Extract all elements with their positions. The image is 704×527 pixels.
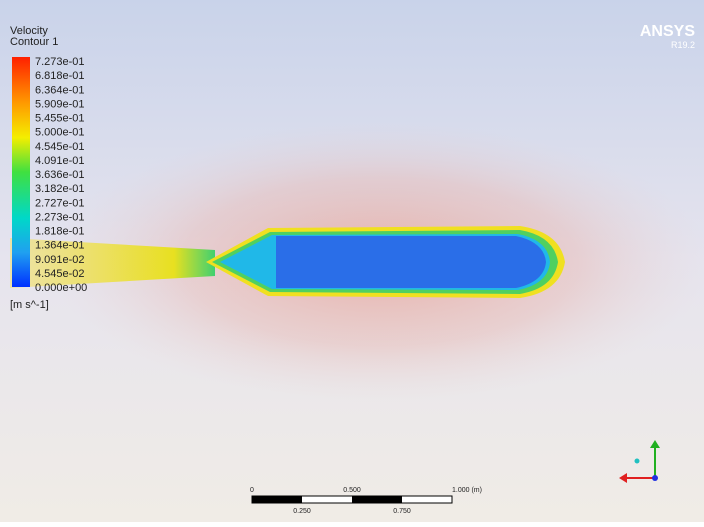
legend-labels: 7.273e-01 6.818e-01 6.364e-01 5.909e-01 5.45… xyxy=(35,56,87,294)
legend-label: 3.636e-01 xyxy=(35,169,85,181)
scale-label: 0 xyxy=(250,487,254,494)
logo-name: ANSYS xyxy=(640,23,695,40)
legend-label: 4.545e-02 xyxy=(35,268,85,280)
logo-version: R19.2 xyxy=(671,40,695,50)
color-bar xyxy=(12,57,30,287)
legend-label: 2.727e-01 xyxy=(35,197,85,209)
legend-label: 7.273e-01 xyxy=(35,56,85,68)
legend-label: 5.909e-01 xyxy=(35,98,85,110)
scale-bar-segment xyxy=(352,496,402,503)
legend-label: 9.091e-02 xyxy=(35,254,85,266)
scale-bar xyxy=(252,496,452,503)
legend-label: 4.545e-01 xyxy=(35,141,85,153)
legend-label: 5.455e-01 xyxy=(35,113,85,125)
legend-label: 0.000e+00 xyxy=(35,282,87,294)
scale-label: 0.750 xyxy=(393,508,411,515)
triad-z-axis xyxy=(652,475,658,481)
legend-unit: [m s^-1] xyxy=(10,299,49,311)
legend-label: 6.818e-01 xyxy=(35,70,85,82)
scale-label: 0.500 xyxy=(343,487,361,494)
triad-view-dot xyxy=(635,459,640,464)
legend-label: 2.273e-01 xyxy=(35,211,85,223)
legend-subtitle: Contour 1 xyxy=(10,36,58,48)
legend-label: 3.182e-01 xyxy=(35,183,85,195)
legend-label: 5.000e-01 xyxy=(35,127,85,139)
scale-label: 0.250 xyxy=(293,508,311,515)
hull-body xyxy=(276,236,546,288)
legend-label: 4.091e-01 xyxy=(35,155,85,167)
legend-label: 6.364e-01 xyxy=(35,84,85,96)
scale-label: 1.000 (m) xyxy=(452,487,482,494)
scale-bar-segment xyxy=(252,496,302,503)
legend-label: 1.364e-01 xyxy=(35,240,85,252)
contour-view: Velocity Contour 1 7.273e-016.818e-016.3… xyxy=(0,0,704,522)
legend-label: 1.818e-01 xyxy=(35,226,85,238)
